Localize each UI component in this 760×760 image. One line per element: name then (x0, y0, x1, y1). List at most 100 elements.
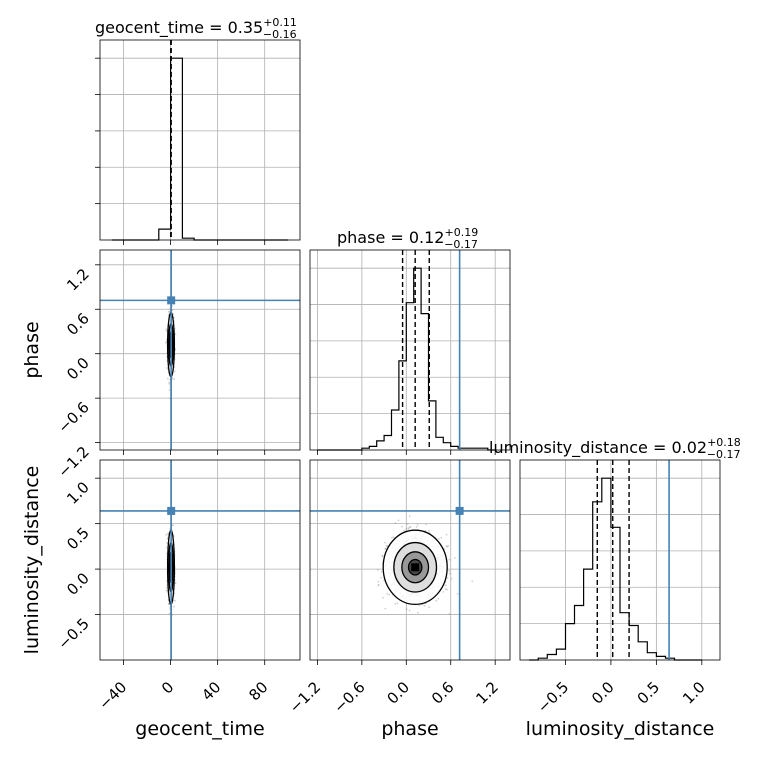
panel-title: phase = 0.12+0.19 −0.17 (337, 226, 478, 251)
x-axis-label: phase (381, 718, 438, 740)
density-peak (411, 563, 420, 572)
sample-point (408, 515, 411, 518)
sample-point (168, 389, 171, 391)
sample-point (168, 383, 171, 385)
x-tick-label: 0.6 (428, 678, 458, 708)
sample-point (174, 581, 177, 584)
sample-point (456, 593, 459, 595)
sample-point (167, 532, 170, 534)
sample-point (384, 541, 386, 544)
x-tick-label: 80 (245, 678, 271, 704)
y-tick-label: −1.2 (54, 443, 92, 481)
sample-point (174, 599, 176, 602)
sample-point (408, 609, 411, 612)
sample-point (450, 578, 453, 580)
sample-point (165, 533, 168, 536)
sample-point (171, 377, 174, 379)
histogram-step (529, 477, 702, 661)
sample-point (385, 547, 387, 550)
sample-point (447, 544, 450, 547)
sample-point (437, 537, 440, 540)
sample-point (416, 524, 419, 526)
sample-point (384, 607, 387, 610)
sample-point (446, 588, 448, 591)
y-axis-label: luminosity_distance (21, 466, 43, 655)
sample-point (444, 588, 447, 591)
sample-point (164, 341, 167, 344)
sample-point (437, 597, 440, 600)
frames-layer (95, 39, 721, 665)
grid-layer (100, 40, 720, 660)
x-tick-label: 0.0 (588, 678, 618, 708)
x-tick-label: 0.0 (384, 678, 414, 708)
sample-point (448, 572, 451, 575)
x-tick-label: −0.6 (330, 678, 368, 716)
sample-point (382, 596, 384, 599)
x-tick-label: 0.5 (634, 678, 664, 708)
sample-point (409, 525, 412, 528)
x-tick-label: 0 (158, 678, 177, 697)
sample-point (166, 377, 169, 380)
sample-point (471, 580, 474, 583)
sample-point (405, 608, 408, 611)
sample-point (377, 584, 380, 587)
sample-point (394, 602, 397, 605)
sample-point (397, 519, 400, 522)
panel-frame (99, 249, 301, 451)
panel-frame (309, 459, 511, 661)
panel-frame (99, 459, 301, 661)
truth-marker (455, 506, 464, 515)
x-tick-label: 40 (198, 678, 224, 704)
sample-point (446, 545, 449, 548)
sample-point (405, 528, 408, 530)
sample-point (406, 523, 409, 525)
sample-point (166, 367, 168, 369)
x-tick-label: −1.2 (286, 678, 324, 716)
sample-point (444, 584, 447, 587)
sample-point (445, 533, 448, 536)
sample-point (394, 522, 397, 524)
sample-point (445, 545, 448, 548)
sample-point (173, 370, 176, 373)
sample-point (377, 568, 379, 571)
sample-point (377, 583, 380, 586)
sample-point (442, 591, 445, 593)
x-tick-label: −40 (95, 678, 130, 713)
sample-point (392, 536, 395, 539)
sample-point (454, 557, 456, 559)
panel-frame (519, 459, 721, 661)
sample-point (172, 524, 175, 526)
sample-point (407, 528, 410, 530)
sample-point (415, 526, 418, 528)
x-axis-label: luminosity_distance (526, 718, 715, 740)
panel-title: luminosity_distance = 0.02+0.18 −0.17 (489, 436, 741, 461)
sample-point (401, 525, 403, 528)
sample-point (174, 333, 177, 336)
sample-point (377, 580, 380, 583)
sample-point (388, 593, 391, 596)
sample-point (440, 536, 443, 539)
sample-point (380, 576, 382, 579)
y-axis-label: phase (21, 321, 43, 378)
sample-point (391, 536, 393, 539)
sample-point (173, 605, 176, 608)
truth-marker (167, 296, 176, 305)
sample-point (168, 603, 170, 605)
histogram-step (317, 267, 496, 451)
sample-point (423, 605, 426, 607)
sample-point (448, 613, 451, 615)
sample-point (165, 546, 168, 549)
x-tick-label: 1.2 (472, 678, 502, 708)
sample-point (386, 592, 389, 595)
text-layer: geocent_time = 0.35+0.11 −0.16 phase = 0.1… (21, 16, 741, 740)
sample-point (407, 527, 410, 529)
panel-frame (99, 39, 301, 241)
sample-point (380, 571, 383, 573)
sample-point (381, 554, 384, 557)
histogram-step (111, 57, 289, 241)
sample-point (428, 606, 431, 609)
sample-point (381, 555, 384, 558)
sample-point (396, 602, 399, 605)
y-tick-label: 1.0 (63, 478, 93, 508)
